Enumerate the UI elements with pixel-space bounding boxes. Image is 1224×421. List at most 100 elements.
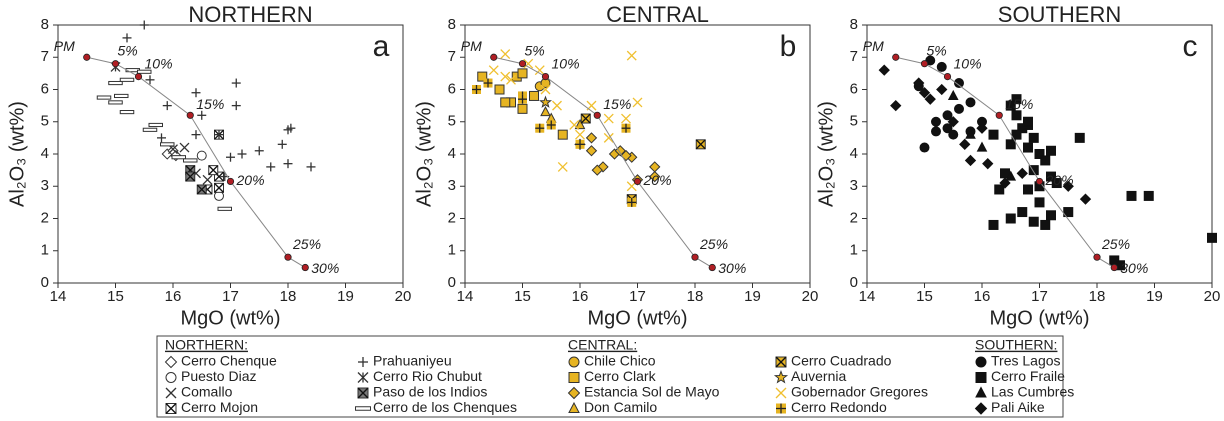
y-tick-label: 8	[448, 16, 456, 33]
data-point	[976, 141, 988, 152]
data-point	[119, 110, 135, 115]
y-tick-label: 7	[41, 48, 49, 65]
legend-label: Tres Lagos	[991, 353, 1061, 369]
data-point	[96, 95, 112, 100]
data-point	[254, 146, 264, 156]
data-point	[160, 142, 175, 147]
data-point	[162, 101, 172, 111]
marker-shape	[1028, 165, 1039, 176]
data-point	[171, 155, 186, 160]
marker-shape	[1034, 197, 1045, 208]
x-tick-label: 18	[1089, 288, 1106, 305]
marker-shape	[1040, 219, 1051, 230]
y-tick-label: 4	[41, 145, 49, 162]
melt-point	[1110, 263, 1118, 272]
data-point	[591, 164, 603, 176]
marker-shape	[1062, 180, 1074, 192]
legend-label: Cerro Rio Chubut	[373, 368, 482, 384]
marker-shape	[517, 103, 528, 114]
x-tick-label: 15	[916, 288, 933, 305]
y-tick-label: 5	[850, 113, 858, 130]
data-point	[1074, 132, 1085, 143]
marker-shape	[947, 116, 959, 128]
marker-shape	[947, 89, 959, 101]
legend-heading: CENTRAL:	[568, 337, 637, 353]
y-tick-label: 8	[850, 16, 858, 33]
data-point	[529, 90, 539, 101]
legend-label: Las Cumbres	[991, 384, 1074, 400]
marker-stroke	[208, 165, 219, 176]
melt-label: 10%	[145, 55, 173, 71]
marker-shape	[994, 184, 1005, 195]
legend-marker	[568, 372, 580, 383]
legend-marker	[165, 387, 177, 399]
melt-label: 5%	[927, 42, 947, 58]
y-tick-label: 5	[448, 113, 456, 130]
data-point	[1040, 155, 1051, 166]
data-point	[500, 71, 511, 82]
marker-shape	[931, 116, 941, 127]
x-tick-label: 19	[337, 288, 354, 305]
y-tick-label: 3	[41, 177, 49, 194]
data-point	[1016, 167, 1028, 180]
marker-shape	[976, 122, 988, 134]
data-point	[108, 80, 123, 86]
data-point	[1017, 207, 1028, 218]
marker-stroke	[488, 65, 499, 76]
data-point	[306, 162, 316, 172]
marker-shape	[1126, 190, 1137, 201]
legend-marker	[775, 356, 787, 368]
marker-stroke	[168, 144, 178, 155]
data-point	[1005, 213, 1016, 224]
data-point	[477, 71, 488, 82]
marker-shape	[1005, 213, 1016, 224]
marker-shape	[913, 77, 925, 89]
y-tick-label: 6	[448, 80, 456, 97]
marker-stroke	[557, 161, 568, 172]
legend-marker	[568, 401, 580, 413]
data-point	[649, 161, 661, 173]
y-tick-label: 2	[448, 209, 456, 226]
melt-label: 5%	[118, 42, 138, 58]
y-tick-label: 6	[850, 80, 858, 97]
marker-shape	[164, 355, 178, 369]
marker-stroke	[775, 356, 787, 368]
data-point	[1046, 210, 1056, 221]
data-point	[183, 158, 198, 163]
marker-shape	[965, 97, 976, 108]
marker-stroke	[357, 387, 369, 399]
data-point	[277, 139, 287, 149]
marker-shape	[171, 155, 186, 160]
melt-point	[708, 263, 716, 272]
melt-label: 25%	[1101, 236, 1130, 252]
marker-stroke	[540, 84, 551, 95]
data-point	[214, 182, 224, 193]
marker-shape	[217, 206, 232, 211]
melt-point	[186, 111, 194, 119]
melt-point	[111, 60, 120, 68]
data-point	[1023, 116, 1033, 127]
y-tick-label: 2	[41, 209, 49, 226]
marker-shape	[119, 110, 135, 115]
data-point	[988, 219, 999, 230]
data-point	[632, 97, 643, 108]
melt-point	[518, 60, 527, 68]
y-tick-label: 0	[448, 274, 456, 291]
legend-label: Prahuaniyeu	[373, 353, 452, 369]
data-point	[585, 132, 598, 144]
y-tick-label: 5	[41, 113, 49, 130]
data-point	[626, 50, 637, 61]
marker-shape	[1016, 167, 1028, 180]
marker-stroke	[500, 71, 511, 82]
marker-stroke	[534, 65, 545, 76]
data-point	[137, 69, 152, 74]
legend-marker	[776, 403, 786, 414]
marker-shape	[591, 164, 603, 176]
marker-stroke	[695, 139, 706, 150]
marker-shape	[585, 145, 598, 157]
melt-label: 15%	[603, 96, 631, 112]
data-point	[283, 159, 293, 169]
legend-marker	[164, 355, 178, 369]
marker-shape	[965, 128, 976, 139]
melt-point	[943, 73, 952, 81]
